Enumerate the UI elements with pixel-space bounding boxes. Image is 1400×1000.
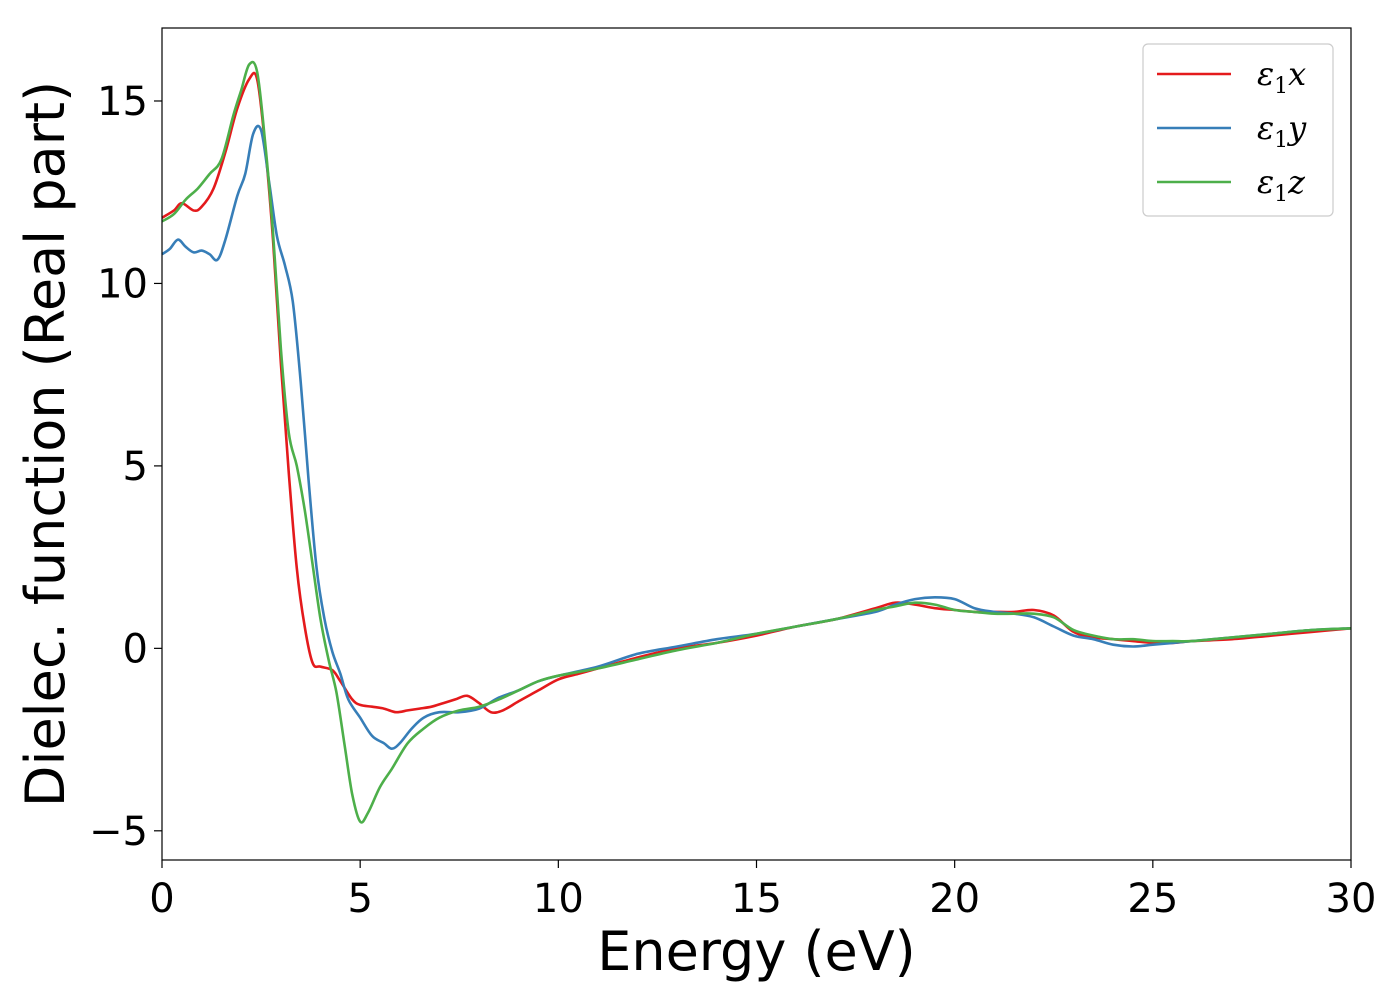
y-tick-label: 0 xyxy=(123,626,148,672)
y-tick-label: −5 xyxy=(89,809,148,855)
legend-label-x: ε1x xyxy=(1257,55,1306,99)
legend-box xyxy=(1142,43,1334,217)
legend-label-y: ε1y xyxy=(1257,109,1307,153)
series-layer xyxy=(161,60,1352,824)
x-tick-label: 30 xyxy=(1326,876,1377,922)
y-axis: −5 0 5 10 15 xyxy=(89,79,162,855)
x-tick-label: 25 xyxy=(1127,876,1178,922)
x-tick-label: 20 xyxy=(929,876,980,922)
x-axis-title: Energy (eV) xyxy=(597,920,916,983)
x-axis: 0 5 10 15 20 25 30 xyxy=(149,860,1376,922)
y-tick-label: 15 xyxy=(97,79,148,125)
y-tick-label: 5 xyxy=(123,444,148,490)
series-line-z xyxy=(161,60,1352,824)
x-tick-label: 5 xyxy=(347,876,372,922)
y-axis-title: Dielec. function (Real part) xyxy=(14,81,77,807)
x-tick-label: 10 xyxy=(533,876,584,922)
x-tick-label: 0 xyxy=(149,876,174,922)
y-tick-label: 10 xyxy=(97,261,148,307)
legend-label-z: ε1z xyxy=(1257,163,1306,207)
series-line-y xyxy=(161,124,1352,750)
legend: ε1x ε1y ε1z xyxy=(1142,43,1334,217)
x-tick-label: 15 xyxy=(731,876,782,922)
